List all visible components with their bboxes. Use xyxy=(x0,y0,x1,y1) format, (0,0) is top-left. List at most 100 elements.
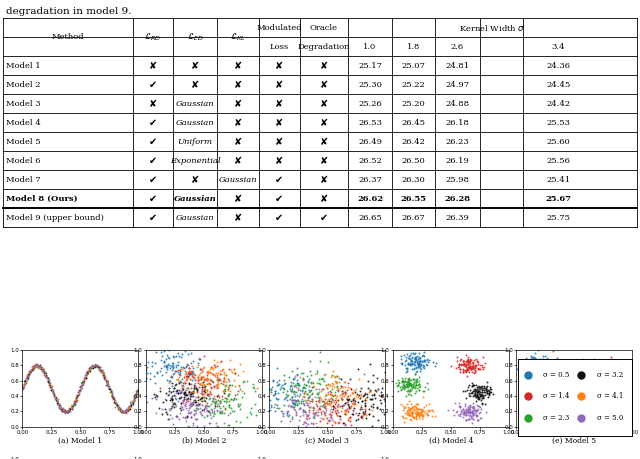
Point xyxy=(595,392,605,400)
Point xyxy=(62,408,72,415)
Point xyxy=(307,420,317,427)
Point xyxy=(460,402,470,409)
Text: 25.20: 25.20 xyxy=(402,100,426,108)
Point xyxy=(289,400,300,408)
Point xyxy=(95,368,106,375)
Point xyxy=(26,366,36,373)
Point xyxy=(413,386,424,394)
Point xyxy=(479,385,490,392)
Point xyxy=(79,377,89,385)
Point xyxy=(200,394,211,401)
Point xyxy=(602,363,612,370)
Point xyxy=(168,353,179,360)
Point xyxy=(182,392,192,399)
Point xyxy=(318,386,328,393)
Point xyxy=(232,371,243,378)
Point xyxy=(110,399,120,406)
Point xyxy=(287,397,297,404)
Point xyxy=(594,358,604,365)
Point xyxy=(309,383,319,390)
Point xyxy=(529,358,539,366)
Point xyxy=(564,385,574,392)
Point xyxy=(411,414,421,421)
Point xyxy=(251,411,261,419)
Point xyxy=(406,386,416,394)
Point xyxy=(529,384,540,391)
Point xyxy=(219,409,229,417)
Point xyxy=(474,394,484,402)
Point xyxy=(288,399,298,407)
Point xyxy=(339,455,349,459)
Point xyxy=(278,410,288,418)
Point xyxy=(158,399,168,406)
Point xyxy=(461,417,472,424)
Point xyxy=(472,389,483,396)
Point xyxy=(415,409,426,417)
Point xyxy=(455,413,465,420)
Point xyxy=(319,398,329,406)
Point xyxy=(205,414,216,422)
Point xyxy=(257,377,267,384)
Point xyxy=(476,392,486,399)
Point xyxy=(221,398,232,406)
Point xyxy=(66,404,76,411)
Point xyxy=(347,399,357,407)
Point xyxy=(166,380,177,387)
Point xyxy=(162,365,172,373)
Point xyxy=(333,401,343,409)
Point xyxy=(289,405,299,412)
Point xyxy=(216,358,226,365)
Point xyxy=(460,409,470,416)
Point xyxy=(404,458,414,459)
Point xyxy=(613,361,623,369)
Point xyxy=(548,390,558,397)
Point xyxy=(324,410,334,417)
Point xyxy=(607,392,617,400)
Point xyxy=(113,404,124,412)
Point xyxy=(475,392,485,400)
Point xyxy=(153,341,163,349)
Point xyxy=(548,386,559,393)
Point xyxy=(331,379,341,386)
Point xyxy=(36,366,47,374)
Text: ✘: ✘ xyxy=(275,80,283,90)
Point xyxy=(404,356,415,363)
Point xyxy=(310,400,321,408)
Point xyxy=(550,395,560,402)
Point xyxy=(348,396,358,403)
Point xyxy=(325,417,335,424)
Point xyxy=(191,401,201,409)
Point xyxy=(456,360,466,368)
Point xyxy=(321,399,332,406)
Point xyxy=(200,397,211,404)
Point xyxy=(357,414,367,422)
Text: ✔: ✔ xyxy=(149,213,157,223)
Point xyxy=(320,370,330,377)
Text: Oracle: Oracle xyxy=(310,24,338,32)
Point xyxy=(411,387,421,394)
Point xyxy=(600,368,610,375)
Point xyxy=(549,401,559,408)
Point xyxy=(124,404,134,412)
Point xyxy=(90,361,100,368)
Point xyxy=(77,382,88,389)
Point xyxy=(198,363,209,370)
Point xyxy=(328,417,339,424)
Point xyxy=(40,368,51,375)
Point xyxy=(452,364,463,371)
Point xyxy=(118,409,129,416)
Point xyxy=(525,352,536,359)
Point xyxy=(570,390,580,397)
Point xyxy=(260,386,271,393)
Point xyxy=(414,361,424,368)
Point xyxy=(602,400,612,408)
Point xyxy=(211,398,221,406)
Point xyxy=(475,384,485,391)
Point xyxy=(157,410,167,418)
Point xyxy=(602,369,612,376)
Point xyxy=(176,387,186,395)
Point xyxy=(308,413,319,420)
Point xyxy=(552,396,562,403)
Point xyxy=(470,411,481,419)
Point xyxy=(183,351,193,358)
